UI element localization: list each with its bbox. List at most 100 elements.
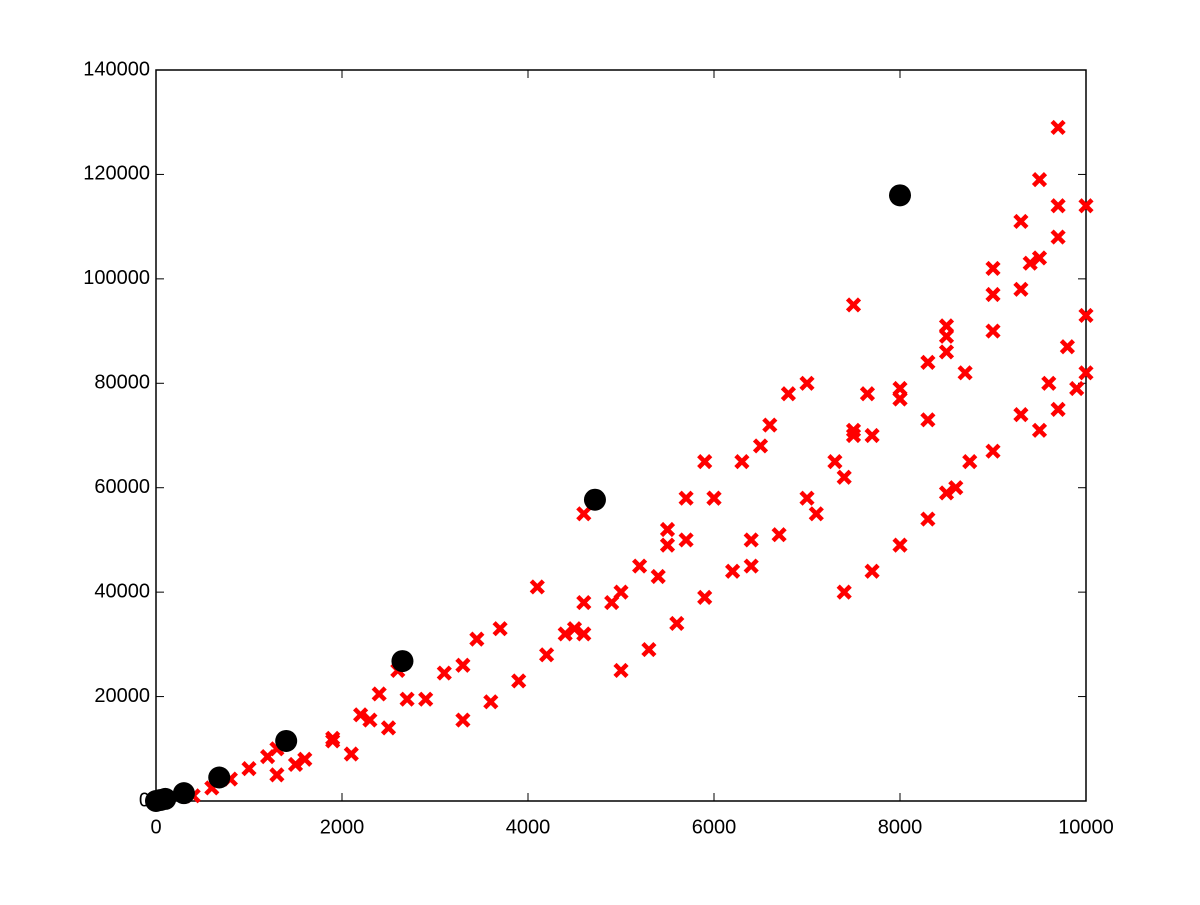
- point: [362, 712, 378, 728]
- point: [576, 626, 592, 642]
- point: [920, 412, 936, 428]
- point: [892, 391, 908, 407]
- point: [613, 662, 629, 679]
- point: [889, 184, 911, 207]
- x-tick-label: 6000: [692, 816, 737, 838]
- point: [511, 673, 527, 689]
- point: [827, 454, 843, 470]
- point: [697, 589, 713, 605]
- point: [1031, 172, 1048, 188]
- point: [172, 782, 195, 805]
- point: [632, 558, 648, 574]
- point: [613, 584, 629, 600]
- point: [576, 594, 592, 611]
- point: [436, 665, 452, 681]
- point: [725, 563, 741, 579]
- point: [985, 286, 1001, 303]
- point: [1078, 365, 1094, 381]
- point: [659, 537, 676, 553]
- y-tick-label: 120000: [83, 163, 150, 185]
- point: [539, 647, 555, 663]
- point: [566, 621, 583, 637]
- point: [1050, 229, 1066, 245]
- point: [1050, 198, 1066, 214]
- point: [1031, 250, 1048, 266]
- point: [845, 427, 862, 444]
- point: [892, 537, 908, 553]
- point: [208, 766, 231, 789]
- point: [353, 707, 369, 723]
- point: [241, 761, 257, 777]
- y-tick-label: 40000: [94, 580, 150, 602]
- y-tick-label: 140000: [83, 58, 150, 80]
- y-tick-label: 100000: [83, 267, 150, 289]
- x-tick-label: 8000: [878, 816, 923, 838]
- point: [985, 323, 1001, 339]
- point: [1059, 339, 1075, 355]
- point: [697, 454, 713, 470]
- point: [743, 558, 759, 574]
- point: [743, 532, 759, 548]
- point: [297, 751, 313, 767]
- point: [669, 615, 685, 632]
- point: [1078, 198, 1094, 214]
- point: [771, 527, 787, 543]
- point: [391, 650, 414, 673]
- point: [1050, 401, 1066, 417]
- point: [799, 375, 815, 391]
- x-tick-label: 0: [150, 816, 161, 838]
- point: [1078, 307, 1094, 323]
- point: [287, 756, 304, 773]
- point: [455, 712, 471, 728]
- point: [808, 506, 824, 522]
- point: [962, 454, 978, 470]
- point: [418, 691, 434, 707]
- point: [529, 579, 545, 595]
- point: [1041, 375, 1057, 391]
- point: [920, 511, 936, 527]
- y-tick-label: 60000: [94, 476, 150, 498]
- point: [1050, 119, 1066, 136]
- point: [1022, 255, 1038, 271]
- plot-frame: [155, 69, 1087, 802]
- point: [583, 488, 606, 511]
- point: [938, 344, 955, 360]
- point: [734, 454, 750, 470]
- point: [836, 469, 852, 485]
- point: [859, 386, 876, 402]
- point: [650, 568, 666, 585]
- point: [938, 485, 955, 501]
- point: [576, 506, 592, 522]
- point: [469, 631, 485, 647]
- point: [380, 720, 397, 736]
- point: [275, 729, 298, 752]
- point: [864, 563, 880, 579]
- x-tick-label: 2000: [320, 816, 365, 838]
- point: [1013, 407, 1029, 423]
- point: [985, 260, 1001, 277]
- point: [399, 691, 415, 707]
- y-tick-label: 0: [139, 789, 150, 811]
- point: [641, 641, 657, 658]
- point: [678, 490, 694, 506]
- point: [799, 490, 815, 506]
- point: [343, 746, 359, 762]
- point: [557, 626, 573, 642]
- point: [920, 354, 936, 370]
- y-tick-label: 80000: [94, 372, 150, 394]
- point: [762, 417, 778, 433]
- point: [845, 297, 862, 313]
- point: [752, 438, 769, 454]
- point: [371, 686, 387, 702]
- point: [325, 733, 341, 749]
- point: [154, 787, 177, 810]
- x-tick-label: 10000: [1058, 816, 1114, 838]
- point: [957, 365, 973, 381]
- x-tick-label: 4000: [506, 816, 551, 838]
- point: [1013, 281, 1029, 297]
- point: [269, 767, 285, 783]
- point: [659, 521, 676, 538]
- point: [706, 490, 722, 506]
